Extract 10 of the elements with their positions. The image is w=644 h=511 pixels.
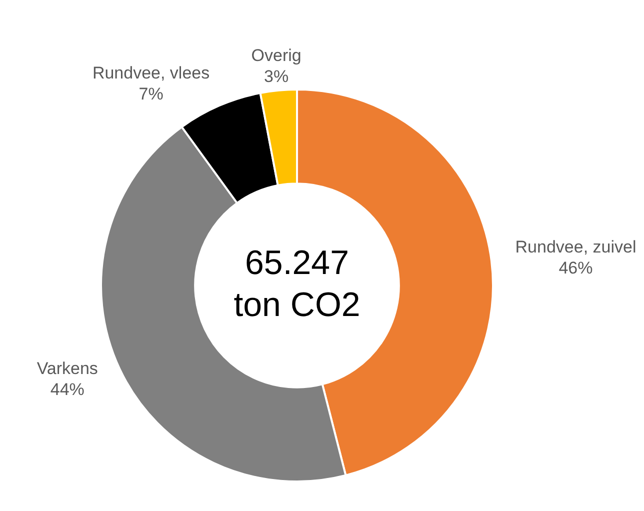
- data-label: 7%: [138, 84, 164, 104]
- slice-label: Varkens: [36, 358, 98, 378]
- data-label: 3%: [264, 67, 289, 86]
- slice-label: Rundvee, zuivel: [515, 238, 636, 257]
- data-label: 46%: [558, 258, 593, 278]
- data-label: 44%: [50, 380, 84, 399]
- slice-label: Rundvee, vlees: [92, 63, 210, 82]
- text: ton CO2: [234, 286, 360, 324]
- slice-label: Overig: [251, 46, 302, 66]
- text: 65.247: [245, 244, 349, 282]
